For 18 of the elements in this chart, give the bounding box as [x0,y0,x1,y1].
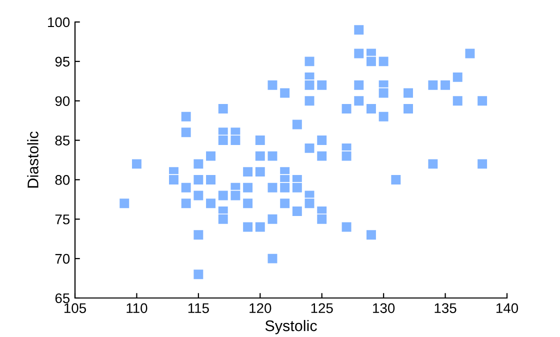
x-tick-label: 105 [64,303,86,314]
x-tick-label: 140 [496,303,518,314]
x-tick-label: 130 [373,303,395,314]
y-tick-label: 70 [55,254,70,264]
x-tick-label: 125 [311,303,333,314]
y-tick-label: 85 [55,136,70,146]
y-axis-title: Diastolic [27,132,38,188]
x-tick-label: 120 [250,303,272,314]
y-tick-label: 65 [55,293,70,304]
x-tick-label: 115 [188,303,209,314]
x-tick-label: 135 [434,303,456,314]
x-tick-label: 110 [126,303,148,314]
y-tick-label: 80 [55,175,70,185]
y-tick-label: 95 [55,56,70,67]
x-axis-title: Systolic [265,320,317,334]
y-tick-label: 90 [55,96,70,106]
y-tick-label: 100 [48,17,70,28]
y-tick-label: 75 [55,214,70,224]
